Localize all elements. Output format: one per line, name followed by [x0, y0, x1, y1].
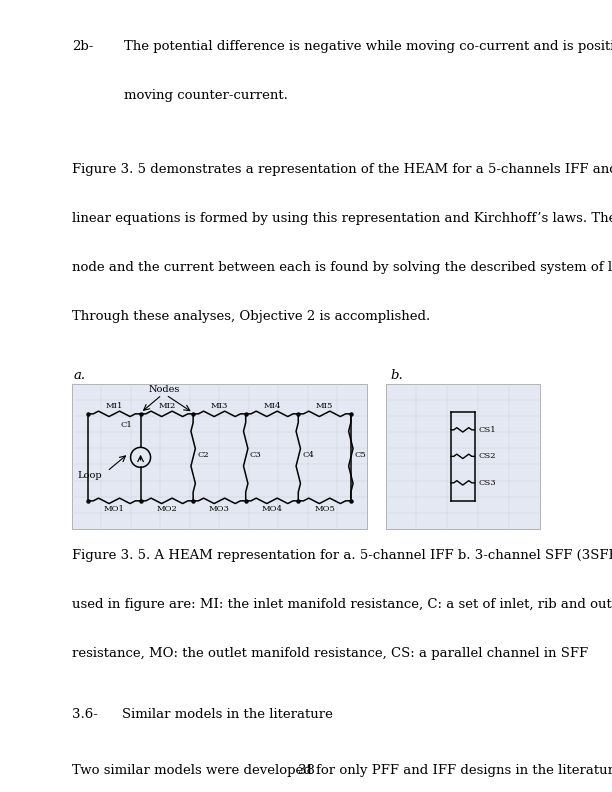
Bar	[72, 384, 367, 529]
Text: MI2: MI2	[159, 402, 176, 409]
Text: MO4: MO4	[261, 505, 283, 513]
Text: 38: 38	[297, 763, 315, 776]
Text: C1: C1	[121, 421, 133, 428]
Text: C2: C2	[197, 451, 209, 459]
Bar	[386, 384, 540, 529]
Text: node and the current between each is found by solving the described system of li: node and the current between each is fou…	[72, 261, 612, 273]
Text: Figure 3. 5. A HEAM representation for a. 5-channel IFF b. 3-channel SFF (3SFF).: Figure 3. 5. A HEAM representation for a…	[72, 549, 612, 562]
Text: a.: a.	[74, 369, 86, 382]
Text: MI5: MI5	[316, 402, 334, 409]
Text: CS3: CS3	[479, 479, 496, 487]
Text: Figure 3. 5 demonstrates a representation of the HEAM for a 5-channels IFF and a: Figure 3. 5 demonstrates a representatio…	[72, 162, 612, 176]
Text: Loop: Loop	[77, 471, 102, 480]
Text: C5: C5	[355, 451, 367, 459]
Text: MO2: MO2	[157, 505, 177, 513]
Text: CS1: CS1	[479, 426, 496, 434]
Text: MI1: MI1	[106, 402, 123, 409]
Text: CS2: CS2	[479, 452, 496, 460]
Text: resistance, MO: the outlet manifold resistance, CS: a parallel channel in SFF: resistance, MO: the outlet manifold resi…	[72, 647, 588, 660]
Text: MO1: MO1	[104, 505, 125, 513]
Text: b.: b.	[390, 369, 403, 382]
Text: C4: C4	[302, 451, 314, 459]
Text: C3: C3	[250, 451, 261, 459]
Text: Two similar models were developed for only PFF and IFF designs in the literature: Two similar models were developed for on…	[72, 764, 612, 778]
Text: MI4: MI4	[263, 402, 281, 409]
Text: MI3: MI3	[211, 402, 228, 409]
Text: 2b-: 2b-	[72, 40, 94, 53]
Text: used in figure are: MI: the inlet manifold resistance, C: a set of inlet, rib an: used in figure are: MI: the inlet manifo…	[72, 598, 612, 611]
Text: The potential difference is negative while moving co-current and is positive whi: The potential difference is negative whi…	[124, 40, 612, 53]
Text: Similar models in the literature: Similar models in the literature	[122, 708, 333, 721]
Text: moving counter-current.: moving counter-current.	[124, 89, 288, 102]
Text: linear equations is formed by using this representation and Kirchhoff’s laws. Th: linear equations is formed by using this…	[72, 211, 612, 224]
Text: Through these analyses, Objective 2 is accomplished.: Through these analyses, Objective 2 is a…	[72, 310, 430, 322]
Text: MO5: MO5	[314, 505, 335, 513]
Text: MO3: MO3	[209, 505, 230, 513]
Text: 3.6-: 3.6-	[72, 708, 98, 721]
Text: Nodes: Nodes	[148, 385, 179, 394]
